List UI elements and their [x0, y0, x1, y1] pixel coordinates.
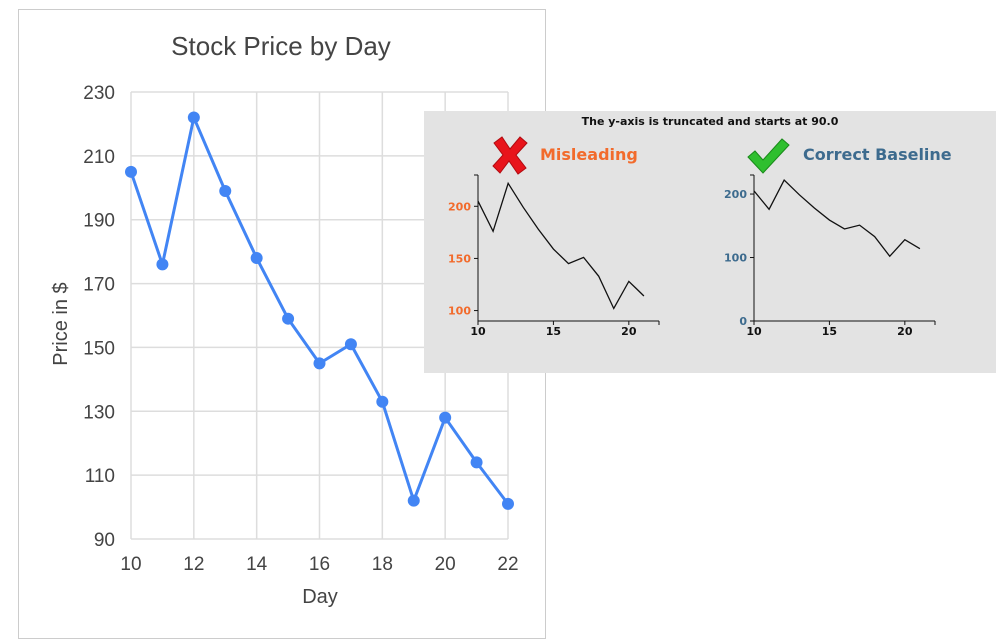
data-point — [250, 252, 263, 265]
misleading-axes: 100 150 200 10 15 20 — [448, 174, 660, 338]
x-tick-label: 22 — [497, 554, 518, 575]
y-axis-label: Price in $ — [50, 282, 72, 365]
x-tick-label: 20 — [621, 325, 637, 338]
x-tick-label: 20 — [435, 554, 456, 575]
y-tick-label: 150 — [448, 252, 471, 265]
y-tick-label: 170 — [83, 275, 115, 296]
y-tick-label: 190 — [83, 211, 115, 232]
chart-title: Stock Price by Day — [171, 31, 391, 61]
correct-baseline-axes: 0 100 200 10 15 20 — [724, 174, 936, 338]
y-tick-label: 200 — [448, 200, 471, 213]
x-axis-label: Day — [302, 586, 338, 608]
series-line — [753, 179, 921, 258]
data-point — [187, 111, 200, 124]
y-tick-label: 130 — [83, 402, 115, 423]
data-point — [376, 395, 389, 408]
data-point — [470, 456, 483, 469]
data-point — [439, 411, 452, 424]
misleading-label: Misleading — [540, 145, 638, 164]
data-point — [219, 184, 232, 197]
y-tick-label: 150 — [83, 338, 115, 359]
y-tick-label: 110 — [85, 466, 115, 487]
data-point — [125, 165, 137, 178]
misleading-axis-panel: The y-axis is truncated and starts at 90… — [424, 111, 996, 373]
x-tick-label: 10 — [120, 554, 141, 575]
x-tick-label: 15 — [546, 325, 561, 338]
data-point — [502, 497, 514, 510]
y-tick-label: 100 — [724, 252, 747, 265]
y-tick-label: 210 — [83, 147, 115, 168]
red-x-icon — [492, 136, 528, 175]
x-tick-label: 10 — [470, 325, 486, 338]
y-tick-label: 90 — [94, 530, 115, 551]
series-line — [477, 181, 645, 310]
data-point — [313, 357, 326, 370]
y-tick-label: 200 — [724, 188, 747, 201]
y-tick-label: 100 — [448, 305, 471, 318]
x-tick-label: 14 — [246, 554, 268, 575]
data-point — [407, 494, 420, 507]
y-tick-label: 230 — [83, 83, 115, 104]
data-point — [156, 258, 169, 271]
green-check-icon — [747, 138, 790, 174]
data-point — [344, 338, 357, 351]
x-tick-label: 10 — [746, 325, 762, 338]
panel-title: The y-axis is truncated and starts at 90… — [581, 115, 839, 128]
x-tick-label: 20 — [897, 325, 913, 338]
x-tick-label: 15 — [822, 325, 837, 338]
x-tick-label: 18 — [372, 554, 393, 575]
y-tick-label: 0 — [739, 315, 747, 328]
x-tick-label: 12 — [183, 554, 204, 575]
x-tick-label: 16 — [309, 554, 330, 575]
correct-baseline-label: Correct Baseline — [803, 145, 952, 164]
data-point — [282, 312, 295, 325]
